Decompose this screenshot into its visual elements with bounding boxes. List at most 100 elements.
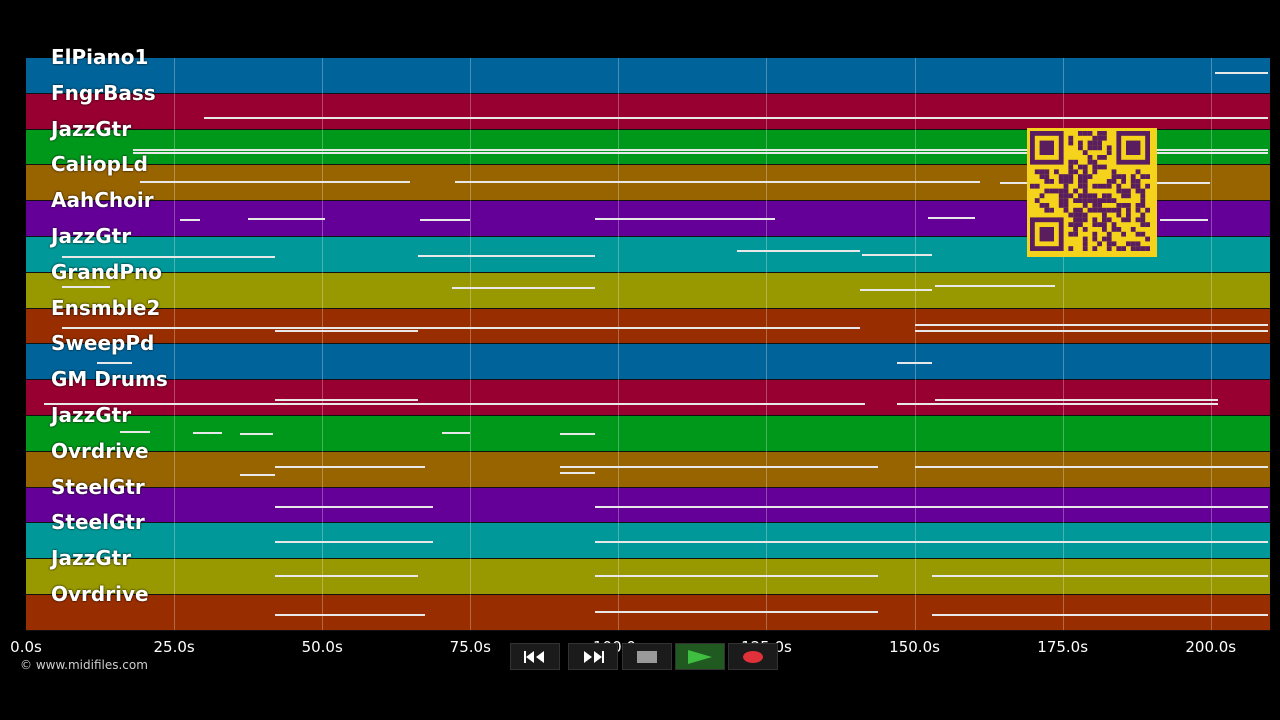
note-segment	[120, 431, 150, 433]
note-segment	[560, 471, 595, 474]
note-segment	[932, 575, 1268, 578]
track-label: JazzGtr	[51, 116, 132, 141]
note-segment	[240, 433, 273, 435]
note-segment	[418, 255, 595, 257]
note-segment	[275, 575, 418, 578]
time-tick-label: 75.0s	[449, 638, 491, 656]
note-segment	[275, 465, 425, 468]
record-button[interactable]	[728, 643, 778, 670]
note-segment	[97, 362, 132, 365]
note-segment	[248, 218, 325, 221]
note-segment	[275, 614, 425, 616]
lane-divider	[26, 486, 1270, 488]
note-segment	[275, 541, 433, 544]
copyright-text: © www.midifiles.com	[20, 658, 148, 672]
lane-divider	[26, 558, 1270, 560]
stop-button[interactable]	[622, 643, 672, 670]
grid-line	[1210, 58, 1212, 630]
note-segment	[133, 148, 1268, 151]
rewind-icon	[524, 650, 544, 663]
time-tick-label: 25.0s	[153, 638, 195, 656]
lane-divider	[26, 200, 1270, 202]
note-segment	[737, 250, 860, 252]
lane-divider	[26, 236, 1270, 237]
note-segment	[915, 329, 1268, 332]
note-segment	[62, 285, 110, 288]
track-lane	[26, 58, 1270, 94]
note-segment	[275, 399, 418, 402]
note-segment	[897, 362, 932, 365]
note-segment	[932, 614, 1268, 616]
track-label: Ensmble2	[51, 295, 161, 320]
note-segment	[560, 433, 595, 435]
note-segment	[595, 575, 878, 578]
note-segment	[240, 473, 275, 476]
note-segment	[862, 254, 932, 256]
rewind-button[interactable]	[510, 643, 560, 670]
note-segment	[928, 217, 975, 220]
track-label: JazzGtr	[51, 403, 132, 427]
lane-divider	[26, 629, 1270, 631]
lane-divider	[26, 307, 1270, 309]
note-segment	[595, 505, 1268, 508]
note-segment	[442, 432, 470, 434]
track-label: AahChoir	[51, 188, 154, 213]
note-segment	[1160, 219, 1208, 222]
track-lane	[26, 344, 1270, 381]
stop-icon	[637, 650, 657, 663]
track-label: CaliopLd	[51, 152, 149, 177]
track-lane	[26, 380, 1270, 416]
track-label: JazzGtr	[51, 546, 132, 571]
track-label: SweepPd	[51, 331, 155, 356]
track-lane	[26, 451, 1270, 488]
note-segment	[204, 116, 1268, 119]
qr-code	[1027, 128, 1157, 257]
play-button[interactable]	[675, 643, 725, 670]
grid-line	[618, 58, 620, 630]
note-segment	[452, 286, 595, 289]
note-segment	[915, 323, 1268, 326]
note-segment	[275, 505, 433, 508]
track-label: ElPiano1	[51, 45, 149, 69]
note-segment	[860, 288, 932, 291]
playback-controls	[510, 643, 778, 670]
grid-line	[766, 58, 768, 630]
record-icon	[743, 650, 763, 663]
track-label: Ovrdrive	[51, 582, 149, 606]
note-segment	[62, 326, 860, 329]
track-lane	[26, 93, 1270, 130]
lane-divider	[26, 343, 1270, 345]
track-lane	[26, 416, 1270, 452]
lane-divider	[26, 379, 1270, 381]
track-lane	[26, 308, 1270, 345]
grid-line	[914, 58, 916, 630]
track-lane	[26, 272, 1270, 309]
grid-line	[1062, 58, 1064, 630]
note-segment	[560, 465, 878, 468]
note-segment	[133, 151, 1268, 154]
note-segment	[455, 181, 980, 184]
track-label: SteelGtr	[51, 510, 145, 535]
track-label: GM Drums	[51, 367, 168, 392]
track-lane	[26, 523, 1270, 560]
track-label: Ovrdrive	[51, 438, 149, 463]
track-label: JazzGtr	[51, 224, 132, 248]
lane-divider	[26, 594, 1270, 595]
time-tick-label: 50.0s	[301, 638, 343, 656]
play-icon	[688, 649, 712, 664]
note-segment	[275, 329, 418, 332]
note-segment	[935, 399, 1218, 402]
fast-forward-button[interactable]	[568, 643, 618, 670]
note-segment	[62, 256, 275, 258]
note-segment	[420, 219, 470, 222]
note-segment	[935, 284, 1055, 287]
note-segment	[180, 219, 200, 222]
track-label: SteelGtr	[51, 474, 145, 499]
note-segment	[595, 541, 1268, 544]
lane-divider	[26, 128, 1270, 130]
note-segment	[193, 432, 222, 434]
note-segment	[595, 611, 878, 613]
track-lane	[26, 487, 1270, 524]
time-tick-label: 150.0s	[889, 638, 940, 656]
